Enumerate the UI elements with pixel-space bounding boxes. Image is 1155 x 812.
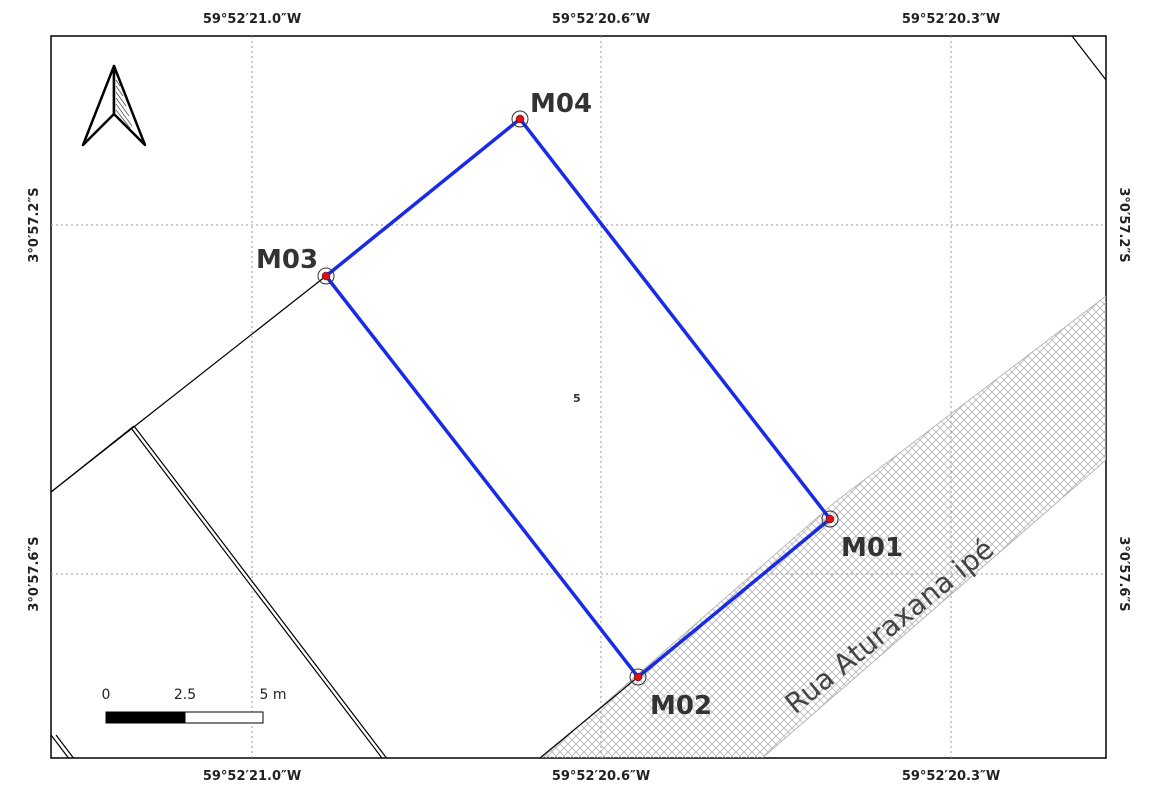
lat-label-right-1: 3°0′57.2″S <box>1116 187 1131 262</box>
vertex-label-m04: M04 <box>530 89 592 119</box>
vertex-label-m02: M02 <box>650 691 712 721</box>
lat-label-right-2: 3°0′57.6″S <box>1116 536 1131 611</box>
vertex-m04[interactable] <box>511 110 529 128</box>
lat-label-left-2: 3°0′57.6″S <box>27 536 42 611</box>
lon-label-bottom-1: 59°52′21.0″W <box>203 769 301 784</box>
scale-tick-0: 0 <box>102 687 111 703</box>
vertex-label-m03: M03 <box>256 245 318 275</box>
map-frame <box>50 35 1107 759</box>
lon-label-top-1: 59°52′21.0″W <box>203 12 301 27</box>
lon-label-top-3: 59°52′20.3″W <box>902 12 1000 27</box>
lon-label-bottom-3: 59°52′20.3″W <box>902 769 1000 784</box>
vertex-m01[interactable] <box>821 510 839 528</box>
north-arrow-icon <box>81 64 147 147</box>
lon-label-top-2: 59°52′20.6″W <box>552 12 650 27</box>
lat-label-left-1: 3°0′57.2″S <box>27 187 42 262</box>
vertex-m02[interactable] <box>629 668 647 686</box>
vertex-markers <box>317 110 839 686</box>
lot-number: 5 <box>573 392 581 405</box>
vertex-label-m01: M01 <box>841 533 903 563</box>
scale-bar: 0 2.5 5 m <box>102 687 287 724</box>
road-area <box>541 295 1106 758</box>
vertex-m03[interactable] <box>317 267 335 285</box>
scale-tick-2-5: 2.5 <box>174 687 196 703</box>
scale-tick-5m: 5 m <box>260 687 287 703</box>
parcel-lines <box>51 36 1106 758</box>
lon-label-bottom-2: 59°52′20.6″W <box>552 769 650 784</box>
graticule <box>51 36 1106 758</box>
